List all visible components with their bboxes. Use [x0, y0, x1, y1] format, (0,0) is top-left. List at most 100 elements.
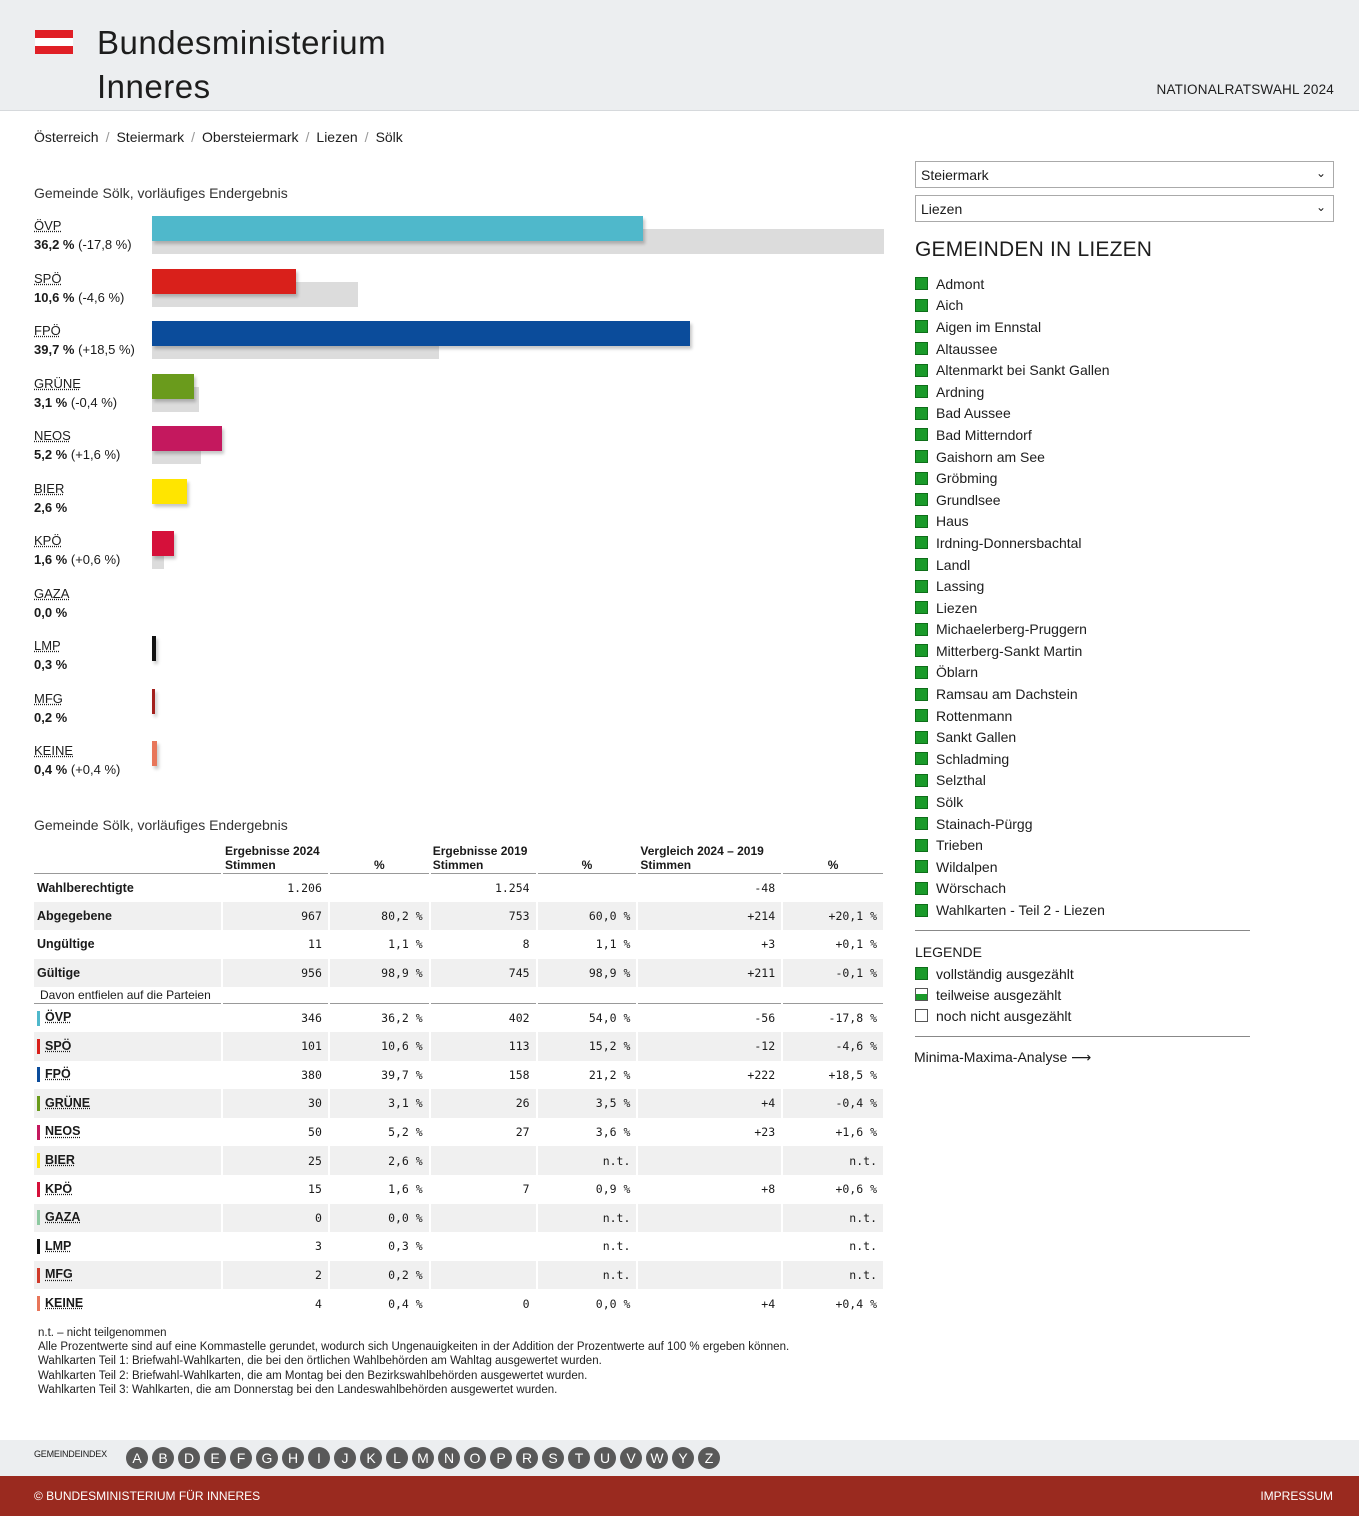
- municipality-item[interactable]: Gröbming: [915, 467, 1110, 489]
- municipality-item[interactable]: Ramsau am Dachstein: [915, 683, 1110, 705]
- municipality-item[interactable]: Mitterberg-Sankt Martin: [915, 640, 1110, 662]
- party-percentage: 0,4 %: [34, 762, 68, 777]
- index-letter-l[interactable]: L: [386, 1447, 408, 1469]
- municipality-item[interactable]: Altaussee: [915, 338, 1110, 360]
- row-label[interactable]: NEOS: [34, 1117, 223, 1147]
- row-label[interactable]: GRÜNE: [34, 1089, 223, 1118]
- index-letter-a[interactable]: A: [126, 1447, 148, 1469]
- minmax-analysis-link[interactable]: Minima-Maxima-Analyse ⟶: [914, 1049, 1091, 1066]
- party-name-link[interactable]: GRÜNE: [34, 375, 81, 391]
- party-percentage: 0,3 %: [34, 657, 68, 672]
- index-letter-z[interactable]: Z: [698, 1447, 720, 1469]
- chart-row: ÖVP 36,2 % (-17,8 %): [34, 215, 886, 268]
- municipality-item[interactable]: Wildalpen: [915, 856, 1110, 878]
- table-cell: 27: [429, 1117, 538, 1147]
- municipality-item[interactable]: Sankt Gallen: [915, 726, 1110, 748]
- municipality-item[interactable]: Haus: [915, 511, 1110, 533]
- state-select[interactable]: Steiermark ⌄: [915, 161, 1334, 188]
- breadcrumb-item-oesterreich[interactable]: Österreich: [34, 129, 99, 145]
- municipality-item[interactable]: Schladming: [915, 748, 1110, 770]
- index-letter-y[interactable]: Y: [672, 1447, 694, 1469]
- index-letter-k[interactable]: K: [360, 1447, 382, 1469]
- index-letter-e[interactable]: E: [204, 1447, 226, 1469]
- index-letter-g[interactable]: G: [256, 1447, 278, 1469]
- impressum-link[interactable]: IMPRESSUM: [1260, 1489, 1333, 1503]
- index-letter-i[interactable]: I: [308, 1447, 330, 1469]
- status-counted-icon: [915, 428, 928, 442]
- table-cell: +8: [637, 1174, 784, 1204]
- row-label[interactable]: LMP: [34, 1232, 223, 1261]
- municipality-item[interactable]: Sölk: [915, 791, 1110, 813]
- municipality-item[interactable]: Gaishorn am See: [915, 446, 1110, 468]
- index-letter-b[interactable]: B: [152, 1447, 174, 1469]
- index-letter-u[interactable]: U: [594, 1447, 616, 1469]
- table-cell: 39,7 %: [328, 1060, 431, 1090]
- municipality-item[interactable]: Lassing: [915, 575, 1110, 597]
- municipality-item[interactable]: Ardning: [915, 381, 1110, 403]
- municipality-item[interactable]: Irdning-Donnersbachtal: [915, 532, 1110, 554]
- municipality-item[interactable]: Admont: [915, 273, 1110, 295]
- index-letter-d[interactable]: D: [178, 1447, 200, 1469]
- party-name-link[interactable]: GAZA: [34, 585, 70, 601]
- index-letter-r[interactable]: R: [516, 1447, 538, 1469]
- municipality-item[interactable]: Wörschach: [915, 878, 1110, 900]
- index-letter-v[interactable]: V: [620, 1447, 642, 1469]
- party-name-link[interactable]: SPÖ: [34, 270, 62, 286]
- brand-name-line2[interactable]: Inneres: [97, 68, 211, 105]
- brand-name-line1[interactable]: Bundesministerium: [97, 24, 387, 61]
- row-label[interactable]: BIER: [34, 1146, 223, 1175]
- row-label[interactable]: FPÖ: [34, 1060, 223, 1090]
- municipality-item[interactable]: Selzthal: [915, 770, 1110, 792]
- row-label[interactable]: SPÖ: [34, 1031, 223, 1061]
- party-result: 2,6 %: [34, 500, 67, 515]
- row-label[interactable]: MFG: [34, 1260, 223, 1290]
- breadcrumb-item-steiermark[interactable]: Steiermark: [116, 129, 185, 145]
- index-letter-o[interactable]: O: [464, 1447, 486, 1469]
- party-name-link[interactable]: BIER: [34, 480, 65, 496]
- municipality-item[interactable]: Öblarn: [915, 662, 1110, 684]
- row-label[interactable]: KEINE: [34, 1289, 223, 1318]
- municipality-item[interactable]: Grundlsee: [915, 489, 1110, 511]
- municipality-item[interactable]: Wahlkarten - Teil 2 - Liezen: [915, 899, 1110, 921]
- party-name-link[interactable]: NEOS: [34, 428, 71, 443]
- party-name-link[interactable]: KEINE: [34, 743, 74, 758]
- index-letter-p[interactable]: P: [490, 1447, 512, 1469]
- party-name-link[interactable]: MFG: [34, 690, 63, 706]
- party-result: 39,7 % (+18,5 %): [34, 342, 135, 357]
- index-letter-j[interactable]: J: [334, 1447, 356, 1469]
- row-label[interactable]: ÖVP: [34, 1003, 223, 1032]
- index-letter-h[interactable]: H: [282, 1447, 304, 1469]
- breadcrumb-item-liezen[interactable]: Liezen: [316, 129, 358, 145]
- municipality-item[interactable]: Altenmarkt bei Sankt Gallen: [915, 359, 1110, 381]
- index-letter-m[interactable]: M: [412, 1447, 434, 1469]
- index-letter-t[interactable]: T: [568, 1447, 590, 1469]
- row-label[interactable]: KPÖ: [34, 1174, 223, 1204]
- index-letter-f[interactable]: F: [230, 1447, 252, 1469]
- table-cell: n.t.: [536, 1260, 639, 1290]
- austria-flag-logo[interactable]: [35, 30, 73, 54]
- breadcrumb-item-obersteiermark[interactable]: Obersteiermark: [202, 129, 299, 145]
- municipality-item[interactable]: Rottenmann: [915, 705, 1110, 727]
- party-name-link[interactable]: KPÖ: [34, 533, 62, 548]
- row-label[interactable]: GAZA: [34, 1203, 223, 1233]
- municipality-item[interactable]: Landl: [915, 554, 1110, 576]
- municipality-item[interactable]: Aigen im Ennstal: [915, 316, 1110, 338]
- district-select[interactable]: Liezen ⌄: [915, 195, 1334, 222]
- party-name-link[interactable]: ÖVP: [34, 218, 62, 233]
- index-letter-n[interactable]: N: [438, 1447, 460, 1469]
- party-name-link[interactable]: FPÖ: [34, 323, 61, 338]
- party-name-link[interactable]: LMP: [34, 638, 61, 653]
- municipality-item[interactable]: Liezen: [915, 597, 1110, 619]
- municipality-item[interactable]: Trieben: [915, 834, 1110, 856]
- municipality-name: Wahlkarten - Teil 2 - Liezen: [936, 902, 1105, 919]
- municipality-item[interactable]: Bad Aussee: [915, 403, 1110, 425]
- municipality-item[interactable]: Aich: [915, 295, 1110, 317]
- table-header-compare-pct: %: [827, 857, 839, 872]
- index-letter-w[interactable]: W: [646, 1447, 668, 1469]
- index-letter-s[interactable]: S: [542, 1447, 564, 1469]
- municipality-item[interactable]: Michaelerberg-Pruggern: [915, 619, 1110, 641]
- sidebar-title: GEMEINDEN IN LIEZEN: [915, 238, 1153, 261]
- status-counted-icon: [915, 622, 928, 636]
- municipality-item[interactable]: Bad Mitterndorf: [915, 424, 1110, 446]
- municipality-item[interactable]: Stainach-Pürgg: [915, 813, 1110, 835]
